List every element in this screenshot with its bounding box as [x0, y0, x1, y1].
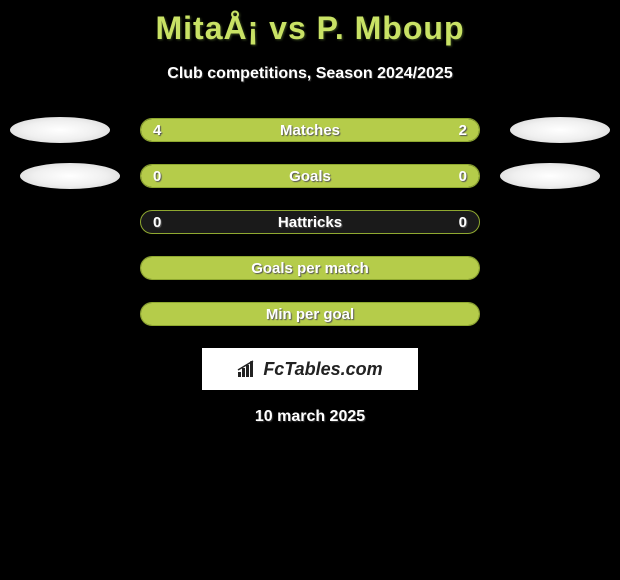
chart-icon: [237, 360, 259, 378]
stat-label: Min per goal: [141, 306, 479, 323]
main-container: MitaÅ¡ vs P. Mboup Club competitions, Se…: [0, 0, 620, 426]
player-right-avatar: [510, 117, 610, 143]
brand-label: FcTables.com: [263, 359, 382, 380]
stat-bar-hattricks: 0 Hattricks 0: [140, 210, 480, 234]
stat-row-hattricks: 0 Hattricks 0: [0, 210, 620, 234]
stat-bar-mpg: Min per goal: [140, 302, 480, 326]
date-text: 10 march 2025: [0, 408, 620, 426]
stat-right-value: 2: [459, 122, 467, 139]
player-left-avatar: [10, 117, 110, 143]
stat-row-goals-per-match: Goals per match: [0, 256, 620, 280]
stat-right-value: 0: [459, 168, 467, 185]
stat-row-goals: 0 Goals 0: [0, 164, 620, 188]
stat-bar-matches: 4 Matches 2: [140, 118, 480, 142]
player-right-avatar: [500, 163, 600, 189]
stat-right-value: 0: [459, 214, 467, 231]
player-left-avatar: [20, 163, 120, 189]
stat-row-matches: 4 Matches 2: [0, 118, 620, 142]
stat-label: Goals per match: [141, 260, 479, 277]
stat-label: Matches: [141, 122, 479, 139]
stat-label: Hattricks: [141, 214, 479, 231]
stat-label: Goals: [141, 168, 479, 185]
page-subtitle: Club competitions, Season 2024/2025: [0, 65, 620, 83]
stat-row-min-per-goal: Min per goal: [0, 302, 620, 326]
comparison-area: 4 Matches 2 0 Goals 0 0 Hattricks 0: [0, 118, 620, 326]
brand-text: FcTables.com: [237, 359, 382, 380]
brand-box[interactable]: FcTables.com: [202, 348, 418, 390]
stat-bar-goals: 0 Goals 0: [140, 164, 480, 188]
stat-bar-gpm: Goals per match: [140, 256, 480, 280]
page-title: MitaÅ¡ vs P. Mboup: [0, 10, 620, 47]
